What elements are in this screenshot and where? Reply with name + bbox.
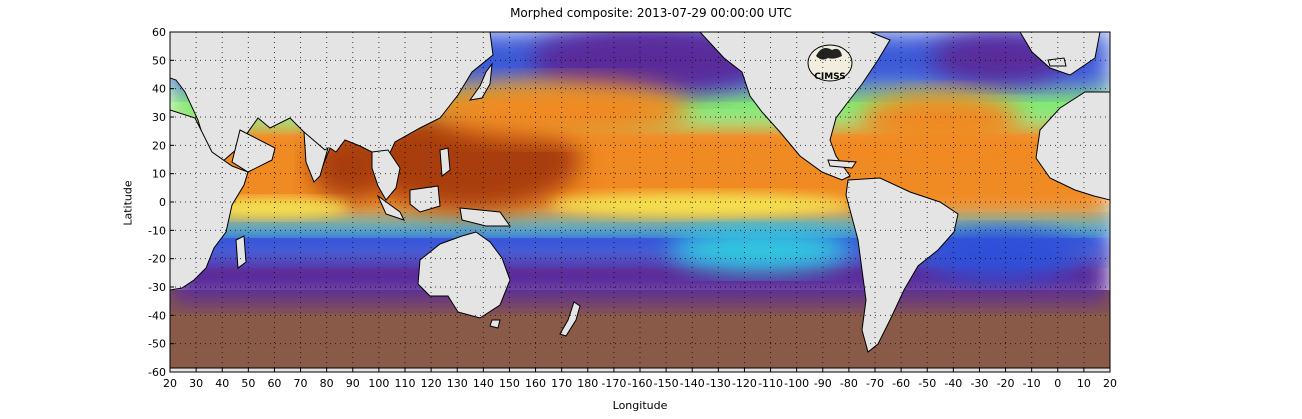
x-tick-label: -70: [866, 377, 884, 390]
y-tick-label: 60: [152, 26, 166, 39]
x-tick-label: -100: [784, 377, 809, 390]
x-tick-label: 80: [320, 377, 334, 390]
cimss-logo-text: CIMSS: [814, 72, 845, 82]
x-tick-label: 30: [189, 377, 203, 390]
x-tick-label: 20: [163, 377, 177, 390]
x-tick-label: -30: [970, 377, 988, 390]
x-tick-label: -40: [944, 377, 962, 390]
x-tick-label: 180: [577, 377, 598, 390]
x-axis-label: Longitude: [612, 399, 668, 412]
x-tick-label: -110: [758, 377, 783, 390]
cimss-logo: CIMSS: [807, 44, 853, 82]
land-philippines: [439, 147, 451, 177]
land-india: [303, 130, 329, 183]
x-tick-label: 110: [395, 377, 416, 390]
x-tick-label: 90: [346, 377, 360, 390]
land-sumatra: [376, 194, 405, 221]
land-madagascar: [235, 235, 247, 269]
x-tick-label: -20: [997, 377, 1015, 390]
x-tick-label: 40: [215, 377, 229, 390]
x-tick-label: 10: [1077, 377, 1091, 390]
y-tick-label: 20: [152, 139, 166, 152]
x-tick-label: 60: [267, 377, 281, 390]
land-africa: [170, 109, 249, 291]
chart-title: Morphed composite: 2013-07-29 00:00:00 U…: [510, 6, 792, 20]
field-yellow-band: [550, 193, 850, 217]
land-west-africa: [1035, 91, 1110, 201]
x-tick-label: 50: [241, 377, 255, 390]
x-tick-label: 0: [1054, 377, 1061, 390]
x-tick-label: 170: [551, 377, 572, 390]
y-tick-label: -60: [148, 366, 166, 379]
land-australia: [417, 231, 511, 319]
y-tick-label: 0: [159, 196, 166, 209]
x-tick-label: -90: [814, 377, 832, 390]
x-tick-label: -160: [628, 377, 653, 390]
land-japan: [468, 62, 493, 101]
y-tick-label: 30: [152, 111, 166, 124]
cimss-logo-mark: [816, 48, 842, 60]
y-ticks: 60 50 40 30 20 10 0 -10 -20 -30 -40 -50 -60: [148, 26, 174, 379]
y-tick-label: -10: [148, 224, 166, 237]
field-purple-npacific: [530, 32, 770, 95]
x-tick-label: 20: [1103, 377, 1117, 390]
field-orange-npacific: [430, 80, 690, 140]
x-tick-label: 140: [473, 377, 494, 390]
land-iceland: [1047, 57, 1067, 67]
x-tick-label: 120: [421, 377, 442, 390]
y-tick-label: 50: [152, 54, 166, 67]
land-newguinea: [459, 207, 511, 227]
y-tick-label: -20: [148, 253, 166, 266]
x-tick-label: -150: [654, 377, 679, 390]
x-tick-label: 160: [525, 377, 546, 390]
land-newzealand: [559, 301, 581, 337]
x-tick-label: 100: [368, 377, 389, 390]
y-tick-label: -50: [148, 338, 166, 351]
x-tick-label: 150: [499, 377, 520, 390]
field-orange-natlantic: [860, 92, 1020, 148]
x-tick-label: -140: [680, 377, 705, 390]
x-tick-label: -50: [918, 377, 936, 390]
x-tick-label: -120: [732, 377, 757, 390]
x-tick-label: -170: [601, 377, 626, 390]
x-tick-label: -80: [840, 377, 858, 390]
field-south-brown: [170, 290, 1110, 372]
grid-lines: [170, 32, 1110, 372]
x-tick-label: -130: [706, 377, 731, 390]
x-tick-label: 130: [447, 377, 468, 390]
y-tick-label: -30: [148, 281, 166, 294]
x-tick-label: -60: [892, 377, 910, 390]
land-arabia: [231, 129, 276, 173]
field-cyan-spacific: [670, 228, 850, 272]
field-blue-satlantic: [920, 230, 1080, 280]
y-tick-label: 10: [152, 168, 166, 181]
x-ticks: 20 30 40 50 60 70 80 90 100 110 120 130 140 150 160 170…: [163, 368, 1117, 390]
land-tasmania: [489, 319, 501, 329]
x-tick-label: 70: [294, 377, 308, 390]
y-tick-label: -40: [148, 309, 166, 322]
y-tick-label: 40: [152, 83, 166, 96]
x-tick-label: -10: [1023, 377, 1041, 390]
